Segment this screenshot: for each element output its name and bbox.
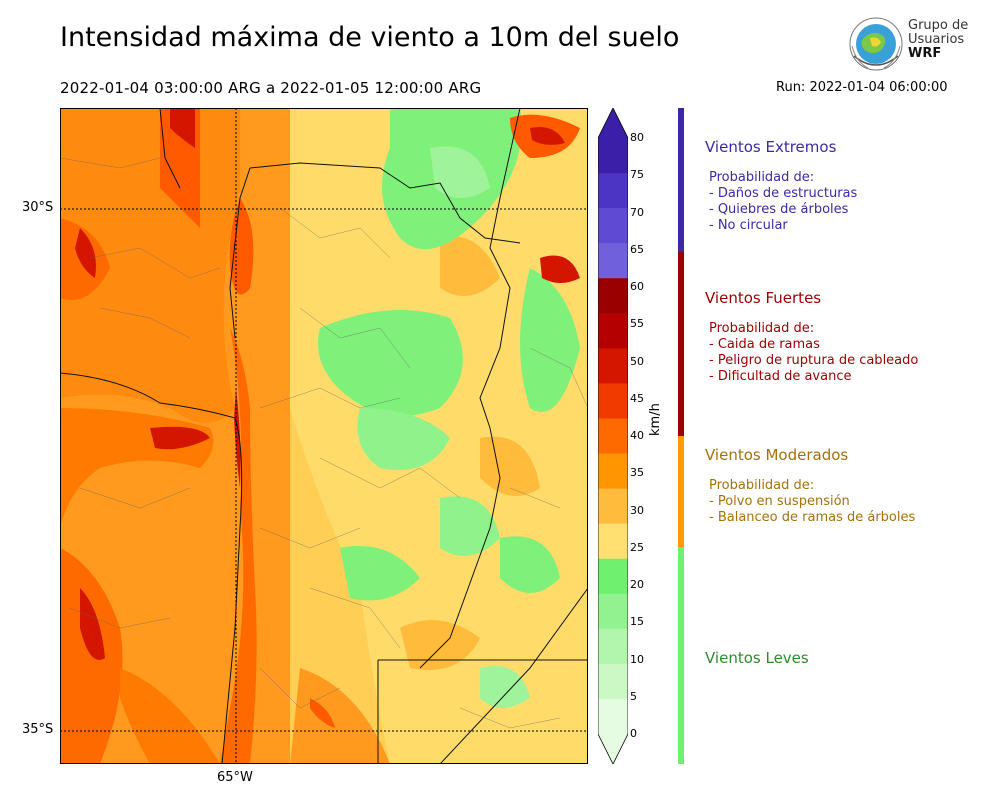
category-line: Probabilidad de: [709, 478, 815, 493]
category-line: - Peligro de ruptura de cableado [709, 353, 919, 368]
colorbar-units: km/h [648, 403, 663, 436]
category-line: Probabilidad de: [709, 170, 815, 185]
colorbar-segment [598, 383, 628, 419]
globe-icon [849, 17, 903, 71]
category-title: Vientos Fuertes [705, 289, 822, 307]
colorbar-tick-label: 5 [630, 689, 637, 703]
colorbar-segment [598, 313, 628, 349]
category-line: - Dificultad de avance [709, 369, 852, 384]
colorbar-tick-label: 55 [630, 317, 644, 331]
colorbar-segment [598, 243, 628, 279]
colorbar-segment [598, 278, 628, 314]
colorbar-segment [598, 138, 628, 174]
colorbar-tick-label: 80 [630, 131, 644, 144]
category-line: - Quiebres de árboles [709, 202, 849, 217]
colorbar-tick-label: 70 [630, 205, 644, 219]
colorbar-tick-label: 40 [630, 429, 644, 442]
colorbar-tick-label: 25 [630, 540, 644, 554]
colorbar-tick-label: 75 [630, 168, 644, 182]
colorbar-tick-label: 50 [630, 354, 644, 368]
wind-colorbar [598, 108, 628, 764]
colorbar-segment [598, 523, 628, 560]
category-line: - Polvo en suspensión [709, 494, 850, 509]
logo-line-2: Usuarios [908, 32, 965, 47]
colorbar-segment [598, 208, 628, 244]
colorbar-tick-label: 0 [630, 727, 637, 740]
category-bar-fuertes [678, 252, 684, 436]
colorbar-segment [598, 418, 628, 455]
colorbar-segment [598, 488, 628, 525]
colorbar-tick-label: 10 [630, 652, 644, 666]
run-time: Run: 2022-01-04 06:00:00 [776, 80, 948, 95]
lon-label-65w: 65°W [217, 770, 253, 785]
colorbar-segment [598, 173, 628, 209]
category-extremos: Vientos Extremos Probabilidad de: - Daño… [705, 138, 857, 234]
colorbar-tick-label: 35 [630, 466, 644, 480]
colorbar-tick-label: 15 [630, 615, 644, 629]
colorbar-tick-label: 60 [630, 280, 644, 293]
category-line: - Daños de estructuras [709, 186, 858, 201]
category-line: - Caida de ramas [709, 337, 820, 352]
colorbar-extend-bottom [598, 734, 628, 764]
category-moderados: Vientos Moderados Probabilidad de: - Pol… [705, 446, 915, 526]
colorbar-extend-top [598, 108, 628, 138]
lat-label-35s: 35°S [22, 722, 54, 737]
colorbar-segment [598, 628, 628, 665]
category-line: Probabilidad de: [709, 321, 815, 336]
colorbar-segment [598, 453, 628, 490]
logo-line-3: WRF [908, 46, 942, 61]
colorbar-segment [598, 663, 628, 700]
colorbar-tick-label: 45 [630, 391, 644, 405]
grupo-wrf-logo: Grupo de Usuarios WRF [848, 16, 978, 72]
category-title: Vientos Leves [705, 649, 809, 667]
map-title: Intensidad máxima de viento a 10m del su… [60, 22, 680, 53]
colorbar-segment [598, 593, 628, 630]
category-bar-leves [678, 547, 684, 764]
category-bar-extremos [678, 108, 684, 252]
category-line: - Balanceo de ramas de árboles [709, 510, 916, 525]
colorbar-segment [598, 348, 628, 384]
colorbar-segment [598, 558, 628, 595]
valid-period: 2022-01-04 03:00:00 ARG a 2022-01-05 12:… [60, 79, 482, 97]
category-title: Vientos Moderados [705, 446, 849, 464]
colorbar-tick-label: 30 [630, 503, 644, 517]
category-fuertes: Vientos Fuertes Probabilidad de: - Caida… [705, 289, 918, 385]
lat-label-30s: 30°S [22, 200, 54, 215]
logo-line-1: Grupo de [908, 18, 969, 33]
category-line: - No circular [709, 218, 788, 233]
category-title: Vientos Extremos [705, 138, 837, 156]
category-leves: Vientos Leves [705, 649, 809, 681]
colorbar-tick-label: 20 [630, 578, 644, 591]
category-bar-moderados [678, 436, 684, 547]
colorbar-segment [598, 698, 628, 735]
wind-map [60, 108, 588, 764]
colorbar-tick-label: 65 [630, 242, 644, 256]
